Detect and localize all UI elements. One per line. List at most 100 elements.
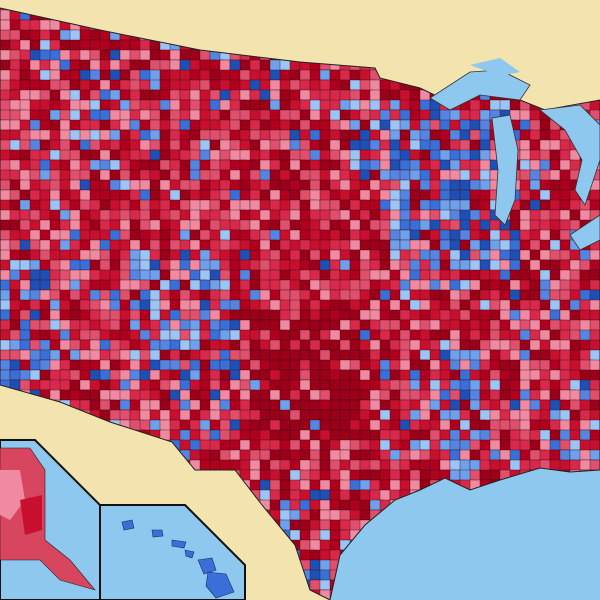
- county: [519, 139, 531, 151]
- county: [179, 189, 191, 201]
- county: [0, 329, 11, 341]
- county: [339, 529, 351, 541]
- county: [399, 319, 411, 331]
- county: [19, 89, 31, 101]
- county: [259, 369, 271, 381]
- county: [289, 119, 301, 131]
- county: [209, 109, 221, 121]
- county: [479, 299, 491, 311]
- county: [289, 189, 301, 201]
- county: [9, 169, 21, 181]
- county: [119, 199, 131, 211]
- county: [479, 419, 491, 431]
- county: [259, 359, 271, 371]
- county: [269, 219, 281, 231]
- county: [279, 249, 291, 261]
- county: [49, 309, 61, 321]
- county: [9, 279, 21, 291]
- county: [179, 419, 191, 431]
- county: [339, 79, 351, 91]
- county: [19, 59, 31, 71]
- county: [459, 109, 471, 121]
- county: [509, 409, 521, 421]
- county: [589, 279, 600, 291]
- county: [469, 119, 481, 131]
- county: [119, 339, 131, 351]
- county: [359, 439, 371, 451]
- county: [509, 369, 521, 381]
- county: [209, 179, 221, 191]
- county: [419, 109, 431, 121]
- county: [99, 389, 111, 401]
- county: [589, 399, 600, 411]
- county: [339, 399, 351, 411]
- county: [379, 459, 391, 471]
- county: [239, 129, 251, 141]
- county: [49, 299, 61, 311]
- county: [49, 289, 61, 301]
- county: [129, 369, 141, 381]
- county: [289, 79, 301, 91]
- county: [109, 379, 121, 391]
- county: [9, 189, 21, 201]
- county: [429, 349, 441, 361]
- county: [589, 259, 600, 271]
- county: [299, 329, 311, 341]
- county: [449, 119, 461, 131]
- county: [79, 389, 91, 401]
- island: [151, 529, 164, 538]
- county: [419, 149, 431, 161]
- county: [519, 269, 531, 281]
- county: [329, 269, 341, 281]
- county: [509, 359, 521, 371]
- county: [409, 229, 421, 241]
- county: [0, 9, 11, 21]
- county: [339, 209, 351, 221]
- county: [359, 249, 371, 261]
- county: [489, 319, 501, 331]
- county: [379, 269, 391, 281]
- county: [229, 229, 241, 241]
- county: [589, 339, 600, 351]
- county: [439, 379, 451, 391]
- county: [199, 179, 211, 191]
- county: [589, 249, 600, 261]
- county: [449, 259, 461, 271]
- county: [359, 449, 371, 461]
- county: [279, 129, 291, 141]
- county: [459, 179, 471, 191]
- county: [359, 509, 371, 521]
- county: [319, 499, 331, 511]
- county: [229, 449, 241, 461]
- county: [249, 479, 261, 491]
- county: [139, 79, 151, 91]
- county: [59, 159, 71, 171]
- county: [179, 169, 191, 181]
- county: [289, 129, 301, 141]
- county: [429, 339, 441, 351]
- county: [59, 209, 71, 221]
- county: [29, 69, 41, 81]
- county: [369, 439, 381, 451]
- county: [179, 89, 191, 101]
- county: [269, 269, 281, 281]
- county: [539, 389, 551, 401]
- county: [59, 79, 71, 91]
- county: [389, 379, 401, 391]
- county: [249, 149, 261, 161]
- county: [309, 199, 321, 211]
- county: [389, 289, 401, 301]
- county: [429, 459, 441, 471]
- county: [119, 119, 131, 131]
- county: [279, 429, 291, 441]
- county: [209, 89, 221, 101]
- gulf-water: [330, 450, 600, 600]
- county: [179, 109, 191, 121]
- county: [489, 449, 501, 461]
- county: [519, 319, 531, 331]
- county: [409, 479, 421, 491]
- county: [129, 329, 141, 341]
- county: [379, 139, 391, 151]
- county: [259, 149, 271, 161]
